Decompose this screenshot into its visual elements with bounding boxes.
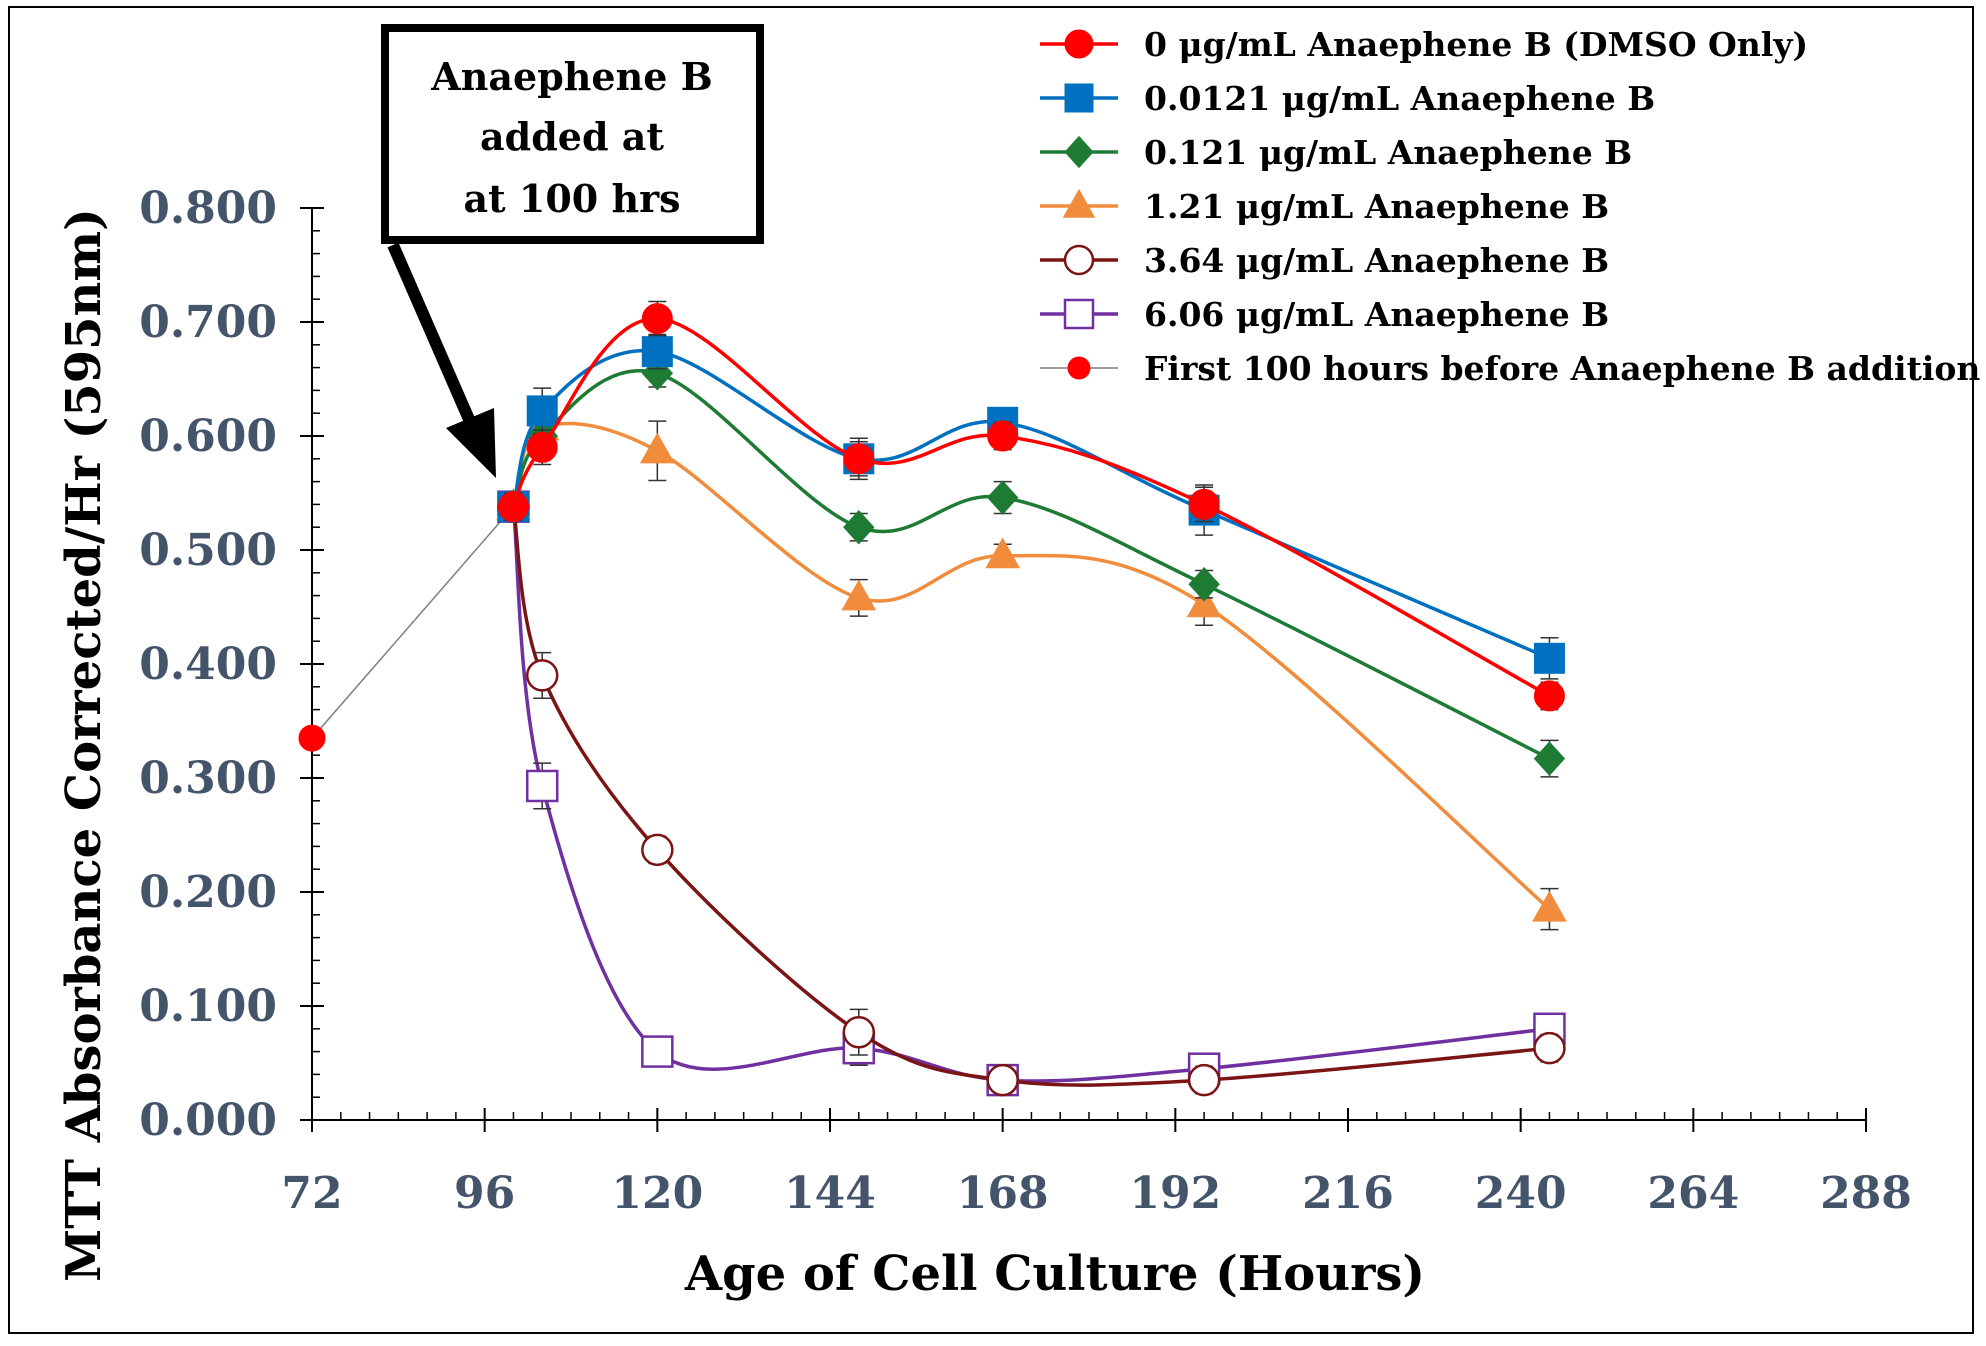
y-tick-label: 0.000 [139, 1095, 277, 1146]
series-4 [497, 490, 1566, 1097]
data-point [1187, 1063, 1221, 1097]
legend-marker [1064, 135, 1094, 169]
data-point [526, 395, 558, 427]
legend-label: 0.0121 μg/mL Anaephene B [1144, 79, 1655, 118]
y-tick-label: 0.500 [139, 525, 277, 576]
series-line [511, 421, 1551, 911]
y-tick-label: 0.400 [139, 639, 277, 690]
x-tick-label: 168 [957, 1168, 1049, 1219]
data-point [641, 1035, 674, 1068]
y-tick-label: 0.300 [139, 753, 277, 804]
data-point [843, 509, 875, 545]
data-point [1533, 741, 1566, 776]
data-point [639, 432, 675, 464]
data-point [298, 724, 326, 752]
data-point [641, 303, 673, 335]
legend: 0 μg/mL Anaephene B (DMSO Only) 0.0121 μg… [1040, 25, 1980, 388]
x-tick-label: 120 [611, 1168, 703, 1219]
series-line [511, 316, 1551, 698]
annotation-layer: Anaephene B added at at 100 hrs [381, 24, 764, 478]
data-point [1533, 680, 1565, 712]
x-tick-label: 216 [1302, 1168, 1394, 1219]
series-5 [497, 490, 1566, 1097]
data-point [841, 579, 877, 611]
series-6 [298, 493, 527, 752]
data-point [987, 420, 1019, 452]
y-tick-label: 0.200 [139, 867, 277, 918]
legend-marker [1064, 29, 1094, 59]
legend-label: 6.06 μg/mL Anaephene B [1144, 295, 1609, 334]
legend-label: 1.21 μg/mL Anaephene B [1144, 187, 1609, 226]
series-2 [497, 356, 1566, 778]
legend-label: First 100 hours before Anaephene B addit… [1144, 349, 1980, 388]
axes-layer: 0.000 0.100 0.200 0.300 0.400 0.500 0.600 0.700… [139, 183, 1912, 1219]
data-point [986, 1063, 1019, 1097]
series-layer [298, 300, 1567, 1097]
data-point [1186, 586, 1222, 618]
y-axis-title: MTT Absorbance Corrected/Hr (595nm) [56, 208, 112, 1282]
y-tick-label: 0.600 [139, 411, 277, 462]
data-point [1533, 642, 1565, 674]
data-point [986, 480, 1019, 515]
data-point [641, 336, 673, 368]
annotation-box [381, 24, 764, 244]
x-axis-title: Age of Cell Culture (Hours) [684, 1246, 1425, 1302]
chart-frame [8, 6, 1974, 1334]
data-point [641, 833, 674, 867]
series-0 [497, 300, 1565, 712]
data-point [497, 491, 529, 523]
annotation-arrow-head [446, 408, 496, 478]
legend-marker [1063, 298, 1095, 330]
data-point [985, 537, 1021, 569]
legend-label: 0.121 μg/mL Anaephene B [1144, 133, 1632, 172]
data-point [1188, 566, 1220, 602]
x-tick-label: 144 [784, 1168, 876, 1219]
legend-marker [1067, 356, 1091, 380]
data-point [843, 443, 875, 475]
legend-label: 0 μg/mL Anaephene B (DMSO Only) [1144, 25, 1808, 64]
legend-marker [1063, 244, 1095, 276]
data-point [526, 431, 558, 463]
annotation-line-1: Anaephene B [430, 54, 712, 99]
series-line [511, 369, 1551, 761]
legend-marker [1062, 188, 1096, 218]
x-tick-label: 240 [1475, 1168, 1567, 1219]
data-point [1532, 890, 1567, 922]
y-tick-label: 0.700 [139, 297, 277, 348]
x-tick-label: 96 [454, 1168, 515, 1219]
legend-label: 3.64 μg/mL Anaephene B [1144, 241, 1609, 280]
x-tick-label: 264 [1647, 1168, 1739, 1219]
y-tick-label: 0.800 [139, 183, 277, 234]
data-point [525, 659, 559, 692]
legend-marker [1064, 83, 1094, 113]
data-point [1533, 1031, 1566, 1065]
annotation-line-3: at 100 hrs [464, 176, 681, 221]
data-point [1188, 488, 1220, 520]
series-line [311, 506, 515, 739]
y-tick-label: 0.100 [139, 981, 277, 1032]
x-tick-label: 288 [1820, 1168, 1912, 1219]
annotation-line-2: added at [480, 114, 664, 159]
annotation-arrow-shaft [387, 242, 484, 443]
x-tick-label: 192 [1129, 1168, 1221, 1219]
data-point [525, 769, 559, 803]
x-tick-label: 72 [281, 1168, 342, 1219]
data-point [842, 1015, 876, 1049]
